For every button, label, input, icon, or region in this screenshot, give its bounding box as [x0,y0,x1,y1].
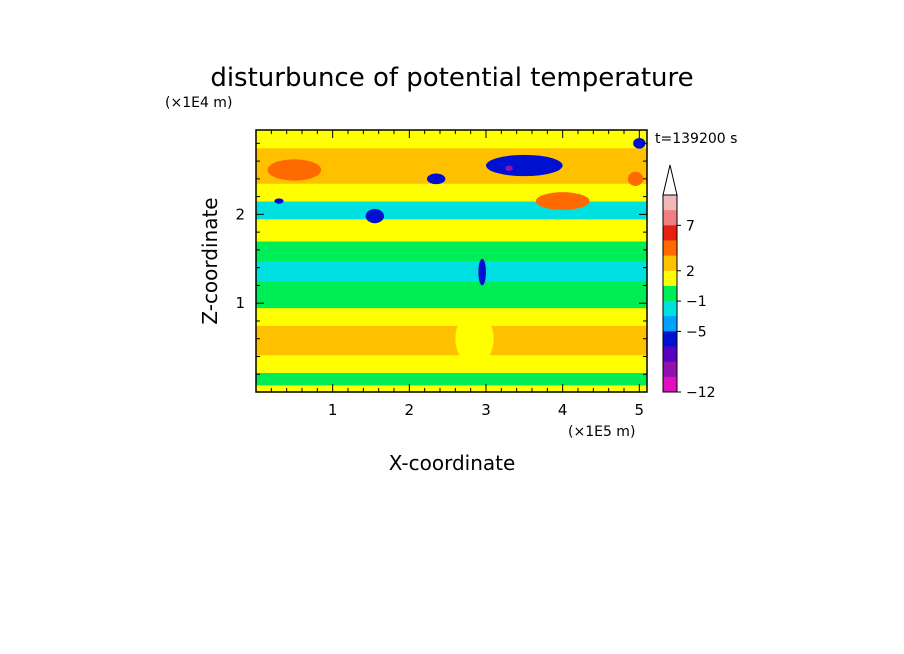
field-band [256,384,647,392]
field-feature [485,154,563,177]
x-tick-label: 1 [328,401,338,419]
field-band [256,280,647,309]
field-feature [633,137,646,149]
colorbar-frame [662,194,678,393]
field-band [256,260,647,282]
field-band [256,130,647,149]
field-feature [627,171,644,186]
colorbar: 7 2 −1 −5 −12 [662,164,716,401]
colorbar-swatch [663,210,677,226]
field-band [256,218,647,242]
colorbar-swatch [663,331,677,347]
colorbar-swatch [663,301,677,317]
colorbar-swatch [663,225,677,241]
colorbar-swatch [663,195,677,211]
field-feature [426,173,446,185]
colorbar-label: 2 [686,264,695,280]
colorbar-swatch [663,270,677,287]
chart-title: disturbunce of potential temperature [210,63,693,93]
colorbar-swatch [663,316,677,332]
plot-area [256,130,647,392]
field-feature [365,209,385,224]
y-axis-label: Z-coordinate [198,197,222,324]
x-tick-label: 3 [481,401,491,419]
x-scale-label: (×1E5 m) [568,424,635,440]
colorbar-swatch [663,285,677,302]
colorbar-label: −1 [686,294,707,310]
field-band [256,325,647,356]
plot-frame [255,129,648,393]
axes: 1 2 3 4 5 1 2 [235,129,648,419]
x-tick-label: 4 [558,401,568,419]
colorbar-label: 7 [686,218,695,234]
field-band [256,201,647,220]
colorbar-swatch [663,361,677,378]
field-feature [274,198,284,204]
field-band [256,372,647,386]
field-feature [455,312,494,366]
x-tick-label: 2 [405,401,415,419]
field-band [256,307,647,326]
colorbar-arrow [662,164,678,196]
field-band [256,147,647,184]
field-layers [256,130,647,392]
colorbar-swatch [663,255,677,272]
field-feature [478,258,486,286]
colorbar-label: −12 [686,385,716,401]
x-tick-label: 5 [635,401,645,419]
colorbar-swatch [663,240,677,256]
field-band [256,241,647,262]
y-tick-label: 2 [235,205,245,223]
colorbar-swatch [663,376,677,393]
field-feature [505,165,513,171]
field-band [256,354,647,373]
time-label: t=139200 s [655,131,737,147]
colorbar-label: −5 [686,324,707,340]
field-feature [535,192,590,210]
colorbar-swatch [663,346,677,362]
y-scale-label: (×1E4 m) [165,95,232,111]
x-axis-label: X-coordinate [389,451,516,475]
field-feature [267,159,322,181]
y-tick-label: 1 [235,294,245,312]
